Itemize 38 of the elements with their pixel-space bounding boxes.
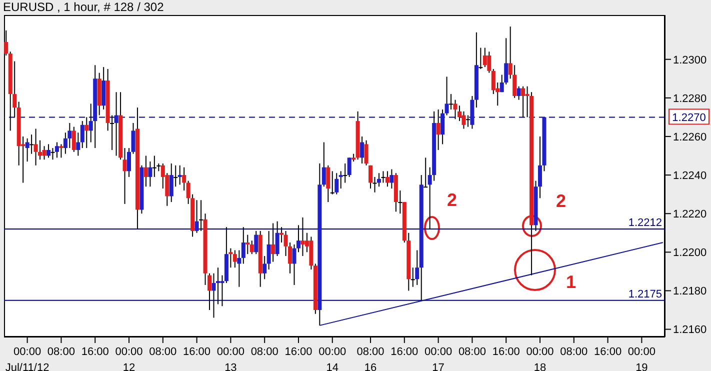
annotation: 1 — [566, 272, 576, 292]
x-tick-label: 16:00 — [81, 346, 109, 358]
candlestick — [424, 158, 428, 188]
candlestick — [199, 200, 204, 231]
y-tick-label: 1.2180 — [673, 286, 707, 298]
x-tick-label: 16:00 — [183, 346, 211, 358]
y-tick-label: 1.2160 — [673, 324, 707, 336]
y-tick-label: 1.2200 — [673, 247, 707, 260]
x-tick-label: 00:00 17 — [424, 346, 452, 371]
candlestick — [466, 115, 470, 127]
x-tick-label: 16:00 — [390, 346, 418, 358]
y-tick-label: 1.2260 — [673, 131, 707, 144]
x-tick-label: 08:00 — [149, 346, 177, 358]
ref-line-label: 1.2212 — [628, 217, 662, 230]
x-tick-label: 16:00 — [492, 346, 520, 358]
y-tick-label: 1.2220 — [673, 208, 707, 221]
x-tick-label: 00:00 14 — [318, 346, 346, 371]
y-tick-label: 1.2240 — [673, 170, 707, 182]
chart-title: EURUSD , 1 hour, # 128 / 302 — [3, 0, 164, 14]
y-tick-label: 1.2300 — [673, 54, 707, 66]
x-tick-label: 00:00 12 — [115, 346, 143, 371]
candlestick — [478, 48, 483, 69]
x-tick-label: 08:00 — [47, 346, 75, 358]
x-tick-label: 16:00 — [284, 346, 312, 358]
y-tick-label: 1.2280 — [673, 92, 707, 105]
ref-line-label: 1.2175 — [628, 288, 662, 300]
x-tick-label: 16:00 — [594, 346, 622, 358]
candlestick — [330, 171, 334, 194]
x-tick-label: 08:00 16 — [356, 346, 384, 371]
x-tick-label: 08:00 — [250, 346, 278, 358]
annotation: 2 — [556, 191, 566, 211]
annotation: 2 — [446, 190, 458, 210]
x-tick-label: 08:00 — [560, 346, 588, 358]
ref-line-label: 1.2270 — [672, 112, 706, 124]
x-tick-label: 00:00 19 — [628, 346, 656, 371]
x-tick-label: 08:00 — [458, 346, 486, 358]
x-tick-label: 00:00 18 — [526, 346, 554, 371]
x-tick-label: 00:00 13 — [216, 346, 244, 371]
